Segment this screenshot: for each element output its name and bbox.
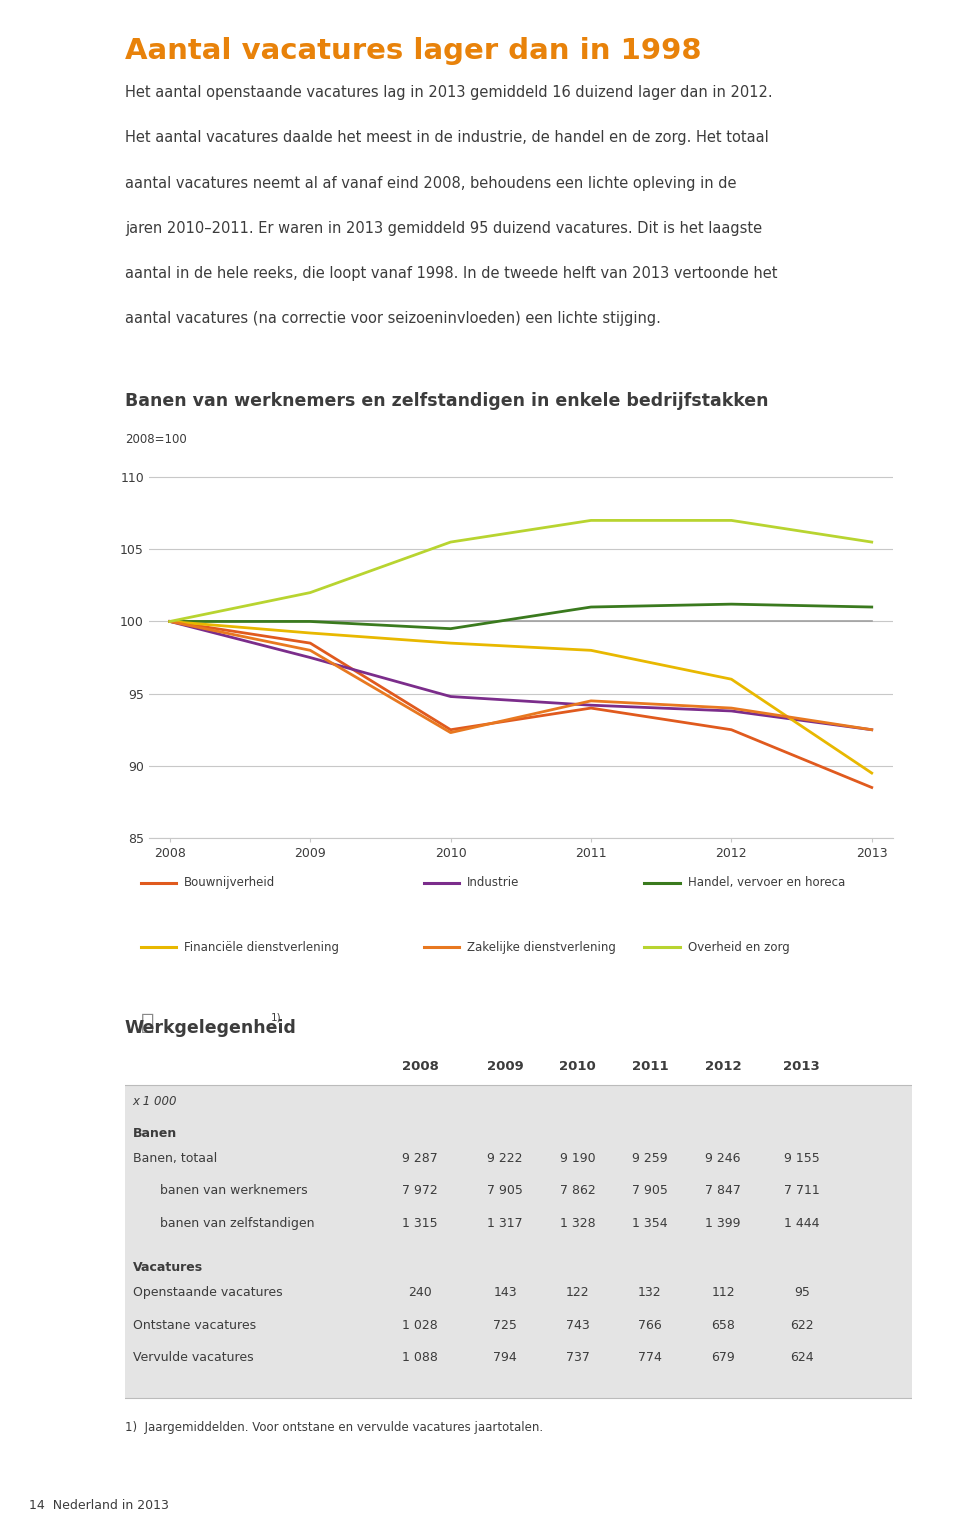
Text: 1 317: 1 317: [488, 1216, 523, 1230]
Text: Openstaande vacatures: Openstaande vacatures: [132, 1285, 282, 1299]
Text: 1): 1): [271, 1013, 281, 1022]
Text: Overheid en zorg: Overheid en zorg: [687, 941, 789, 953]
Text: 725: 725: [493, 1319, 516, 1331]
Text: 95: 95: [794, 1285, 809, 1299]
Text: 2008=100: 2008=100: [125, 432, 186, 446]
Text: 2008: 2008: [401, 1060, 439, 1072]
Text: Industrie: Industrie: [468, 876, 519, 889]
Text: 7 711: 7 711: [784, 1184, 820, 1198]
Text: Aantal vacatures lager dan in 1998: Aantal vacatures lager dan in 1998: [125, 37, 702, 66]
Text: 122: 122: [565, 1285, 589, 1299]
Text: 9 190: 9 190: [560, 1152, 595, 1164]
Text: Bouwnijverheid: Bouwnijverheid: [184, 876, 276, 889]
Text: 📈: 📈: [140, 1013, 154, 1033]
Text: Het aantal vacatures daalde het meest in de industrie, de handel en de zorg. Het: Het aantal vacatures daalde het meest in…: [125, 130, 769, 146]
Text: aantal vacatures (na correctie voor seizoeninvloeden) een lichte stijging.: aantal vacatures (na correctie voor seiz…: [125, 311, 660, 326]
Text: 240: 240: [408, 1285, 432, 1299]
Text: 9 246: 9 246: [706, 1152, 741, 1164]
Text: 1 315: 1 315: [402, 1216, 438, 1230]
Text: 622: 622: [790, 1319, 814, 1331]
Text: 7 972: 7 972: [402, 1184, 438, 1198]
Text: 2010: 2010: [559, 1060, 596, 1072]
Text: 1 399: 1 399: [706, 1216, 741, 1230]
FancyBboxPatch shape: [125, 1085, 912, 1399]
Text: 9 222: 9 222: [488, 1152, 523, 1164]
Text: 2009: 2009: [487, 1060, 523, 1072]
Text: 143: 143: [493, 1285, 516, 1299]
Text: 1 444: 1 444: [784, 1216, 820, 1230]
Text: 9 155: 9 155: [784, 1152, 820, 1164]
Text: aantal in de hele reeks, die loopt vanaf 1998. In de tweede helft van 2013 verto: aantal in de hele reeks, die loopt vanaf…: [125, 267, 778, 280]
Text: Banen, totaal: Banen, totaal: [132, 1152, 217, 1164]
Text: 132: 132: [638, 1285, 661, 1299]
Text: 1 088: 1 088: [402, 1351, 438, 1365]
Text: 7 905: 7 905: [632, 1184, 668, 1198]
Text: 766: 766: [638, 1319, 661, 1331]
Text: 658: 658: [711, 1319, 735, 1331]
Text: Vervulde vacatures: Vervulde vacatures: [132, 1351, 253, 1365]
Text: Banen van werknemers en zelfstandigen in enkele bedrijfstakken: Banen van werknemers en zelfstandigen in…: [125, 392, 768, 411]
Text: Vacatures: Vacatures: [132, 1261, 203, 1275]
Text: 112: 112: [711, 1285, 735, 1299]
Text: Banen: Banen: [132, 1128, 177, 1140]
Text: 2012: 2012: [705, 1060, 741, 1072]
Text: 743: 743: [565, 1319, 589, 1331]
Text: 794: 794: [493, 1351, 516, 1365]
Text: 1)  Jaargemiddelden. Voor ontstane en vervulde vacatures jaartotalen.: 1) Jaargemiddelden. Voor ontstane en ver…: [125, 1422, 543, 1434]
Text: banen van zelfstandigen: banen van zelfstandigen: [160, 1216, 315, 1230]
Text: 1 354: 1 354: [632, 1216, 667, 1230]
Text: Financiële dienstverlening: Financiële dienstverlening: [184, 941, 339, 953]
Text: 624: 624: [790, 1351, 814, 1365]
Text: 7 847: 7 847: [706, 1184, 741, 1198]
Text: x 1 000: x 1 000: [132, 1095, 178, 1108]
Text: 9 259: 9 259: [632, 1152, 667, 1164]
Text: 737: 737: [565, 1351, 589, 1365]
Text: aantal vacatures neemt al af vanaf eind 2008, behoudens een lichte opleving in d: aantal vacatures neemt al af vanaf eind …: [125, 176, 736, 190]
Text: Zakelijke dienstverlening: Zakelijke dienstverlening: [468, 941, 616, 953]
Text: 774: 774: [638, 1351, 661, 1365]
Text: Het aantal openstaande vacatures lag in 2013 gemiddeld 16 duizend lager dan in 2: Het aantal openstaande vacatures lag in …: [125, 86, 773, 100]
Text: Ontstane vacatures: Ontstane vacatures: [132, 1319, 255, 1331]
Text: 1 028: 1 028: [402, 1319, 438, 1331]
Text: 679: 679: [711, 1351, 735, 1365]
Text: 9 287: 9 287: [402, 1152, 438, 1164]
Text: Handel, vervoer en horeca: Handel, vervoer en horeca: [687, 876, 845, 889]
Text: 14  Nederland in 2013: 14 Nederland in 2013: [29, 1498, 169, 1512]
Text: 2011: 2011: [632, 1060, 668, 1072]
Text: 2013: 2013: [783, 1060, 820, 1072]
Text: Werkgelegenheid: Werkgelegenheid: [125, 1019, 297, 1037]
Text: jaren 2010–2011. Er waren in 2013 gemiddeld 95 duizend vacatures. Dit is het laa: jaren 2010–2011. Er waren in 2013 gemidd…: [125, 221, 762, 236]
Text: 1 328: 1 328: [560, 1216, 595, 1230]
Text: banen van werknemers: banen van werknemers: [160, 1184, 308, 1198]
Text: 7 905: 7 905: [487, 1184, 523, 1198]
Text: 7 862: 7 862: [560, 1184, 595, 1198]
